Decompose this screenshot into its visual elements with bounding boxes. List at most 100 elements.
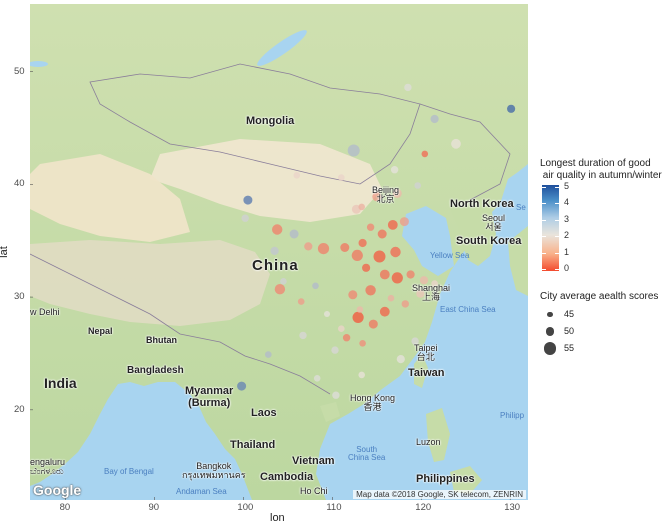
taklamakan-desert: [30, 154, 190, 242]
label-bay-of-bengal: Bay of Bengal: [104, 467, 154, 476]
colorbar-tick-mark: [555, 236, 559, 238]
colorbar-tick-mark: [542, 187, 546, 188]
colorbar-tick-mark: [555, 269, 559, 270]
x-tick-label: 80: [59, 502, 71, 513]
data-points-layer: [237, 83, 516, 399]
city-point-44: [342, 334, 351, 342]
border-mongolia: [89, 63, 421, 185]
size-legend-row: 45: [540, 307, 670, 324]
colorbar-tick-mark: [542, 252, 546, 254]
y-tick-label: 30: [14, 291, 25, 303]
city-point-21: [414, 182, 422, 189]
label-beijing: Beijing 北京: [372, 185, 400, 205]
colorbar-tick-label: 5: [564, 181, 570, 191]
city-point-51: [324, 311, 330, 317]
size-legend-dot: [547, 311, 553, 318]
label-ho-chi: Ho Chi: [300, 486, 328, 496]
x-tick-label: 100: [237, 502, 254, 513]
city-point-23: [377, 229, 387, 239]
label-bhutan: Bhutan: [146, 335, 177, 345]
label-luzon: Luzon: [416, 437, 441, 447]
label-yellow-sea: Yellow Sea: [430, 251, 470, 260]
hainan-land: [320, 402, 340, 422]
map-plot[interactable]: [30, 4, 528, 500]
map-attribution: Map data ©2018 Google, SK telecom, ZENRI…: [353, 490, 526, 499]
korea-peninsula: [448, 200, 496, 266]
city-point-10: [243, 195, 253, 205]
size-legend-dot: [543, 342, 557, 355]
city-point-22: [366, 223, 375, 231]
city-point-37: [401, 300, 409, 308]
size-legend: City average aealth scores 45 50 55: [540, 291, 670, 358]
city-point-52: [338, 325, 345, 333]
label-vietnam: Vietnam: [292, 455, 335, 467]
colorbar-tick-label: 1: [564, 246, 570, 257]
city-point-32: [391, 272, 403, 284]
city-point-53: [356, 306, 364, 313]
city-point-28: [373, 250, 386, 263]
colorbar-tick-mark: [555, 187, 559, 188]
bohai-sea: [402, 206, 454, 276]
label-bengaluru: engaluru ಬೆಂಗಳೂರು: [30, 457, 66, 477]
label-mongolia: Mongolia: [246, 115, 295, 127]
city-point-26: [358, 238, 367, 248]
size-legend-row: 50: [540, 324, 670, 341]
colorbar-tick-label: 0: [564, 263, 570, 273]
city-point-30: [362, 263, 371, 272]
colorbar-tick-label: 2: [564, 230, 570, 241]
lake-baikal: [257, 30, 307, 66]
label-bangkok: Bangkok กรุงเทพมหานคร: [182, 461, 246, 481]
city-point-2: [430, 114, 439, 124]
city-point-58: [313, 375, 321, 382]
city-point-54: [411, 337, 419, 345]
label-philippines: Philippines: [416, 473, 475, 485]
city-point-57: [331, 346, 339, 354]
city-point-34: [419, 276, 429, 285]
city-point-18: [358, 203, 366, 211]
size-legend-rows: 45 50 55: [540, 307, 670, 358]
map-panel[interactable]: Mongolia China India North Korea South K…: [30, 4, 528, 500]
size-legend-dot: [545, 327, 555, 336]
y-tick-label: 20: [14, 403, 25, 415]
taiwan-land: [414, 354, 428, 388]
city-point-9: [293, 172, 301, 179]
city-point-35: [431, 280, 438, 287]
city-point-13: [289, 229, 299, 239]
city-point-50: [312, 282, 319, 290]
city-point-19: [372, 192, 382, 202]
gobi-desert: [150, 139, 382, 222]
city-point-33: [406, 270, 415, 279]
city-point-8: [338, 174, 345, 181]
x-tick-label: 90: [148, 502, 160, 513]
colorbar-tick-mark: [542, 203, 546, 205]
city-point-25: [399, 217, 409, 227]
label-seoul: Seoul 서울: [482, 213, 506, 233]
size-legend-label: 45: [564, 308, 575, 319]
color-legend-title: Longest duration of good air quality in …: [540, 158, 662, 181]
city-point-55: [396, 355, 405, 364]
city-point-4: [451, 138, 461, 149]
label-new-delhi: w Delhi: [30, 307, 60, 317]
colorbar-tick-mark: [542, 269, 546, 270]
legend: Longest duration of good air quality in …: [540, 158, 670, 358]
colorbar: [542, 185, 559, 271]
label-china: China: [252, 257, 299, 274]
label-hong-kong: Hong Kong 香港: [350, 393, 396, 413]
label-south-china-sea: South China Sea: [348, 445, 386, 463]
city-point-16: [340, 243, 350, 252]
size-legend-label: 50: [564, 325, 575, 336]
y-tick-label: 50: [14, 65, 25, 77]
label-north-korea: North Korea: [450, 198, 514, 210]
label-nepal: Nepal: [88, 326, 113, 336]
colorbar-tick-mark: [542, 236, 546, 238]
city-point-61: [265, 351, 272, 358]
city-point-39: [348, 290, 358, 300]
city-point-20: [392, 188, 402, 198]
land-mass: [30, 4, 528, 500]
colorbar-tick-mark: [542, 219, 546, 221]
city-point-40: [352, 311, 364, 323]
size-legend-row: 55: [540, 341, 670, 358]
x-tick-label: 110: [326, 502, 342, 513]
city-point-5: [390, 166, 399, 174]
city-point-59: [332, 391, 340, 399]
